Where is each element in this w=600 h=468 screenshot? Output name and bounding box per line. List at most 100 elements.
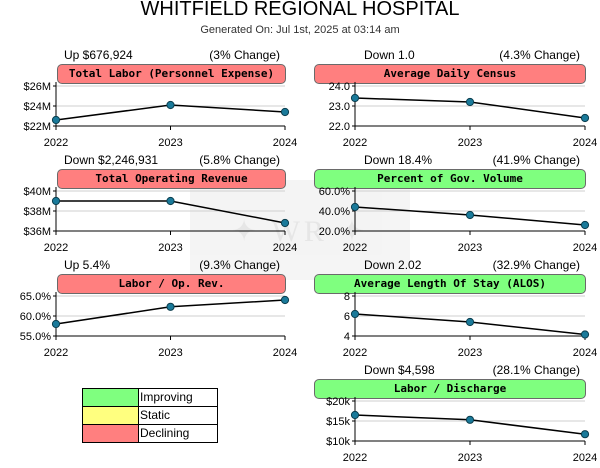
change-amount: Down $4,598 xyxy=(364,363,435,377)
kpi-chart-panel: Down 18.4% (41.9% Change) Percent of Gov. … xyxy=(300,153,600,258)
x-tick-label: 2024 xyxy=(573,137,597,149)
data-point xyxy=(280,218,290,228)
legend-row-improving: Improving xyxy=(83,389,217,407)
report-title: WHITFIELD REGIONAL HOSPITAL xyxy=(140,0,460,20)
x-tick-label: 2024 xyxy=(573,347,597,359)
data-point xyxy=(465,415,475,424)
data-point xyxy=(51,196,61,206)
kpi-chart-panel: Down $2,246,931 (5.8% Change) Total Operat… xyxy=(0,153,300,258)
x-tick-label: 2023 xyxy=(458,452,482,464)
x-tick-label: 2024 xyxy=(573,452,597,464)
y-tick-label: $15k xyxy=(326,416,350,428)
legend-label-improving: Improving xyxy=(140,390,193,404)
y-tick-label: 4 xyxy=(344,331,350,343)
y-tick-label: 22.0 xyxy=(329,121,350,133)
x-tick-label: 2022 xyxy=(343,452,367,464)
kpi-chart-panel: Down 2.02 (32.9% Change) Average Length Of… xyxy=(300,258,600,363)
data-point xyxy=(465,210,475,220)
y-tick-label: 65.0% xyxy=(20,291,51,303)
y-tick-label: $22M xyxy=(23,121,51,133)
x-tick-label: 2022 xyxy=(44,347,68,359)
chart-title-banner: Average Daily Census xyxy=(314,64,586,84)
legend-swatch-improving xyxy=(83,389,139,406)
y-tick-label: $36M xyxy=(23,226,51,238)
y-tick-label: $38M xyxy=(23,206,51,218)
y-tick-label: 55.0% xyxy=(20,331,51,343)
change-percent: (32.9% Change) xyxy=(492,258,580,272)
chart-title-banner: Total Operating Revenue xyxy=(57,169,286,189)
x-tick-label: 2024 xyxy=(273,137,297,149)
legend-row-static: Static xyxy=(83,407,217,425)
x-tick-label: 2022 xyxy=(44,137,68,149)
data-point xyxy=(465,97,475,107)
data-point xyxy=(350,410,360,420)
y-tick-label: 6 xyxy=(344,311,350,323)
legend-label-declining: Declining xyxy=(140,426,190,440)
status-legend: Improving Static Declining xyxy=(82,388,218,443)
watermark-logo: ✦ WR ✦ xyxy=(190,180,410,280)
line-chart: 55.0% 60.0% 65.0% 2022 2023 2024 xyxy=(20,291,297,359)
x-tick-label: 2024 xyxy=(273,347,297,359)
kpi-chart-panel: Up $676,924 (3% Change) Total Labor (Perso… xyxy=(0,48,300,153)
y-tick-label: 60.0% xyxy=(319,186,350,198)
chart-title-banner: Labor / Discharge xyxy=(314,379,586,399)
legend-label-static: Static xyxy=(140,408,171,422)
x-tick-label: 2022 xyxy=(343,137,367,149)
data-point xyxy=(166,302,175,311)
x-tick-label: 2023 xyxy=(458,137,482,149)
y-tick-label: $10k xyxy=(326,436,350,448)
data-point xyxy=(166,196,175,206)
legend-row-declining: Declining xyxy=(83,425,217,442)
line-chart: $10k $15k $20k 2022 2023 2024 xyxy=(326,396,597,464)
x-tick-label: 2023 xyxy=(458,242,482,254)
data-point xyxy=(580,430,590,439)
y-tick-label: 40.0% xyxy=(319,206,350,218)
line-chart: 20.0% 40.0% 60.0% 2022 2023 2024 xyxy=(319,186,597,254)
x-tick-label: 2023 xyxy=(158,242,182,254)
chart-title-banner: Labor / Op. Rev. xyxy=(57,274,286,294)
data-point xyxy=(280,107,290,117)
change-amount: Down $2,246,931 xyxy=(64,153,159,167)
data-point xyxy=(465,317,475,327)
change-amount: Up 5.4% xyxy=(64,258,111,272)
chart-title-banner: Total Labor (Personnel Expense) xyxy=(57,64,286,84)
chart-title-banner: Average Length Of Stay (ALOS) xyxy=(314,274,586,294)
kpi-chart-panel: Down $4,598 (28.1% Change) Labor / Dischar… xyxy=(300,363,600,468)
y-tick-label: $24M xyxy=(23,101,51,113)
legend-swatch-static xyxy=(83,407,139,424)
change-percent: (28.1% Change) xyxy=(492,363,580,377)
x-tick-label: 2022 xyxy=(44,242,68,254)
data-point xyxy=(580,220,590,230)
line-chart: $36M $38M $40M 2022 2023 2024 xyxy=(23,186,297,254)
chart-title-banner: Percent of Gov. Volume xyxy=(314,169,586,189)
x-tick-label: 2023 xyxy=(458,347,482,359)
y-tick-label: $20k xyxy=(326,396,350,408)
kpi-chart-panel: Down 1.0 (4.3% Change) Average Daily Censu… xyxy=(300,48,600,153)
y-tick-label: 23.0 xyxy=(329,101,350,113)
change-percent: (4.3% Change) xyxy=(499,48,580,62)
change-amount: Down 1.0 xyxy=(364,48,415,62)
kpi-chart-panel: Up 5.4% (9.3% Change) Labor / Op. Rev. 55.0… xyxy=(0,258,300,363)
change-percent: (3% Change) xyxy=(209,48,280,62)
x-tick-label: 2022 xyxy=(343,242,367,254)
y-tick-label: $40M xyxy=(23,186,51,198)
y-tick-label: 20.0% xyxy=(319,226,350,238)
line-chart: 22.0 23.0 24.0 2022 2023 2024 xyxy=(329,81,598,149)
change-percent: (9.3% Change) xyxy=(199,258,280,272)
change-amount: Down 2.02 xyxy=(364,258,422,272)
data-point xyxy=(350,93,360,103)
x-tick-label: 2023 xyxy=(158,137,182,149)
data-point xyxy=(350,202,360,212)
y-tick-label: 8 xyxy=(344,291,350,303)
data-point xyxy=(51,319,61,329)
line-chart: 4 6 8 2022 2023 2024 xyxy=(343,291,597,359)
generated-timestamp: Generated On: Jul 1st, 2025 at 03:14 am xyxy=(200,24,400,36)
line-chart: $22M $24M $26M 2022 2023 2024 xyxy=(23,81,297,149)
change-amount: Down 18.4% xyxy=(364,153,433,167)
data-point xyxy=(166,100,175,110)
change-percent: (41.9% Change) xyxy=(492,153,580,167)
data-point xyxy=(350,309,360,319)
x-tick-label: 2024 xyxy=(573,242,597,254)
data-point xyxy=(580,330,590,339)
x-tick-label: 2024 xyxy=(273,242,297,254)
